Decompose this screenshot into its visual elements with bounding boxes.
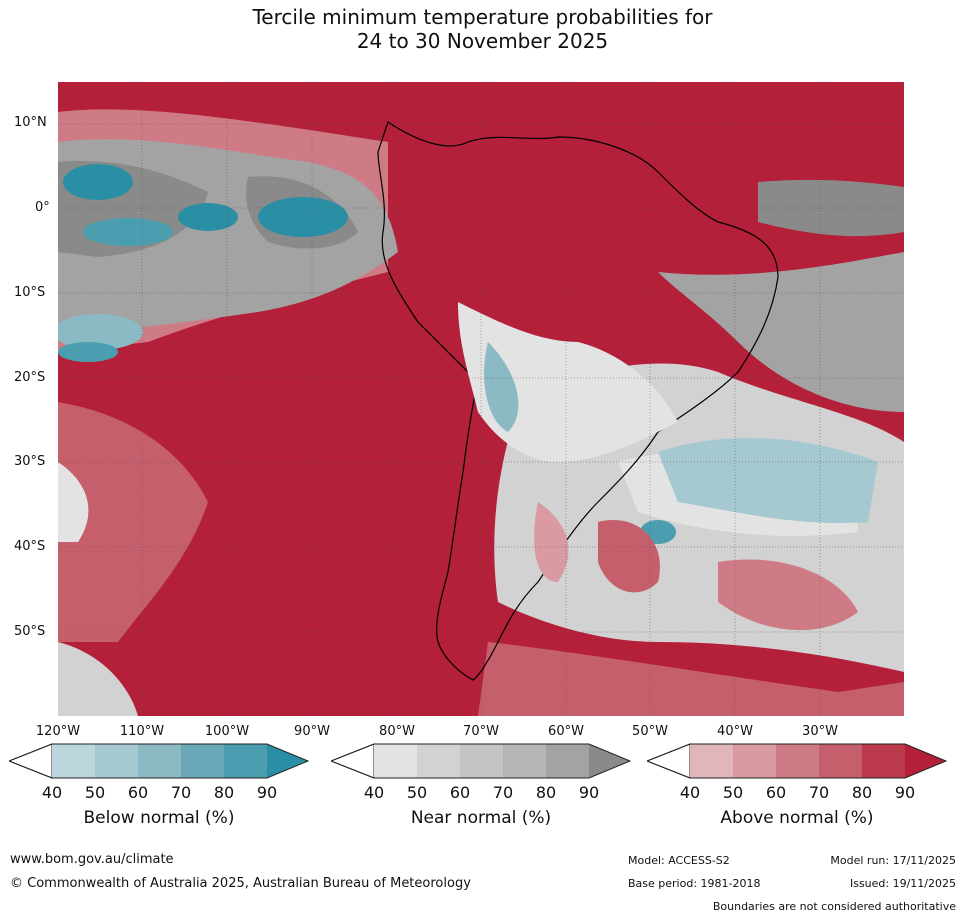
colorbar-tick: 60 xyxy=(449,783,471,802)
lon-label: 100°W xyxy=(204,724,250,739)
below-swatch-60 xyxy=(138,744,181,778)
near-swatch-40 xyxy=(374,744,417,778)
colorbar-tick: 40 xyxy=(363,783,385,802)
colorbar-tick: 90 xyxy=(256,783,278,802)
model-run-info: Model run: 17/11/2025 xyxy=(830,854,956,867)
near-normal-colorbar xyxy=(331,743,631,779)
near-normal-label: Near normal (%) xyxy=(410,808,552,828)
issued-info: Issued: 19/11/2025 xyxy=(849,877,956,890)
lon-label: 80°W xyxy=(379,724,415,739)
below-normal-blob xyxy=(178,203,238,231)
near-swatch-70 xyxy=(503,744,546,778)
lon-label: 120°W xyxy=(35,724,81,739)
lat-label: 0° xyxy=(35,200,50,215)
colorbar-tick: 80 xyxy=(535,783,557,802)
map-title: Tercile minimum temperature probabilitie… xyxy=(0,5,965,53)
lat-label: 40°S xyxy=(14,539,46,554)
lat-label: 20°S xyxy=(14,370,46,385)
website-link[interactable]: www.bom.gov.au/climate xyxy=(10,852,174,867)
lat-label: 50°S xyxy=(14,624,46,639)
lon-label: 90°W xyxy=(294,724,330,739)
above-normal-colorbar xyxy=(647,743,947,779)
lon-label: 60°W xyxy=(548,724,584,739)
near-swatch-60 xyxy=(460,744,503,778)
south-atlantic-below-normal-area xyxy=(658,438,878,523)
copyright-notice: © Commonwealth of Australia 2025, Austra… xyxy=(10,876,471,891)
atlantic-above-normal-patch xyxy=(598,520,660,593)
near-swatch-50 xyxy=(417,744,460,778)
near-normal-patch xyxy=(58,642,138,716)
below-normal-blob xyxy=(63,164,133,200)
base-period-info: Base period: 1981-2018 xyxy=(628,877,761,890)
atlantic-strong-near-normal-area xyxy=(758,179,904,237)
title-line-1: Tercile minimum temperature probabilitie… xyxy=(252,5,713,29)
atlantic-above-normal-patch xyxy=(718,559,858,631)
lon-label: 30°W xyxy=(802,724,838,739)
near-swatch-80 xyxy=(546,744,589,778)
atlantic-near-normal-area xyxy=(658,252,904,412)
model-info: Model: ACCESS-S2 xyxy=(628,854,730,867)
near-normal-patch xyxy=(58,462,89,542)
colorbar-tick: 60 xyxy=(765,783,787,802)
colorbar-tick: 90 xyxy=(578,783,600,802)
lat-label: 10°S xyxy=(14,285,46,300)
colorbar-tick: 50 xyxy=(722,783,744,802)
above-swatch-50 xyxy=(733,744,776,778)
lat-label: 30°S xyxy=(14,454,46,469)
colorbar-tick: 90 xyxy=(894,783,916,802)
lat-label: 10°N xyxy=(14,115,47,130)
boundaries-disclaimer: Boundaries are not considered authoritat… xyxy=(712,900,956,913)
southern-ocean-above-normal-area xyxy=(478,642,904,716)
map-canvas xyxy=(58,82,904,716)
below-swatch-80 xyxy=(224,744,267,778)
above-normal-label: Above normal (%) xyxy=(720,808,874,828)
lon-label: 40°W xyxy=(717,724,753,739)
lon-label: 70°W xyxy=(463,724,499,739)
title-line-2: 24 to 30 November 2025 xyxy=(356,29,609,53)
below-normal-blob xyxy=(83,218,173,246)
below-normal-blob xyxy=(58,314,143,350)
below-swatch-90 xyxy=(267,744,308,778)
patagonia-above-normal-area xyxy=(534,502,569,582)
above-swatch-80 xyxy=(862,744,905,778)
lon-label: 110°W xyxy=(119,724,165,739)
above-swatch-60 xyxy=(776,744,819,778)
colorbar-tick: 50 xyxy=(406,783,428,802)
colorbar-tick: 40 xyxy=(679,783,701,802)
lon-label: 50°W xyxy=(632,724,668,739)
probability-map xyxy=(58,82,904,716)
colorbar-tick: 70 xyxy=(492,783,514,802)
above-swatch-70 xyxy=(819,744,862,778)
near-swatch-90 xyxy=(589,744,630,778)
andes-below-normal-area xyxy=(484,342,519,432)
colorbar-tick: 80 xyxy=(213,783,235,802)
colorbar-tick: 70 xyxy=(808,783,830,802)
colorbar-tick: 50 xyxy=(84,783,106,802)
below-swatch-40 xyxy=(52,744,95,778)
below-normal-blob xyxy=(258,197,348,237)
above-swatch-90 xyxy=(905,744,946,778)
graticule xyxy=(58,82,904,716)
below-normal-blob xyxy=(58,342,118,362)
colorbar-tick: 70 xyxy=(170,783,192,802)
below-swatch-70 xyxy=(181,744,224,778)
colorbar-tick: 80 xyxy=(851,783,873,802)
below-normal-label: Below normal (%) xyxy=(83,808,235,828)
above-swatch-40 xyxy=(690,744,733,778)
colorbar-tick: 60 xyxy=(127,783,149,802)
below-swatch-50 xyxy=(95,744,138,778)
below-normal-colorbar xyxy=(9,743,309,779)
pacific-south-moderate-area xyxy=(58,402,208,642)
colorbar-tick: 40 xyxy=(41,783,63,802)
